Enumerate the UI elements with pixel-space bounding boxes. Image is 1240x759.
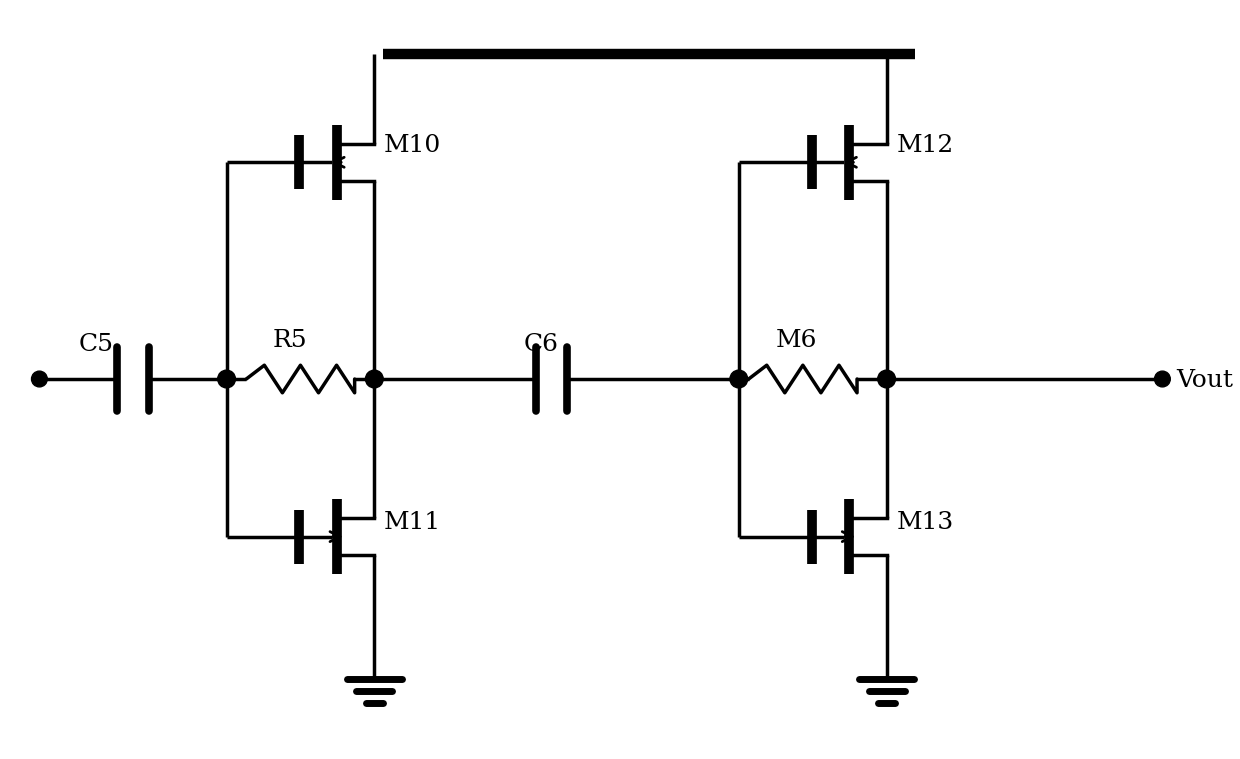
Circle shape — [730, 370, 748, 388]
Circle shape — [218, 370, 236, 388]
Circle shape — [1154, 371, 1171, 387]
Text: M13: M13 — [897, 511, 954, 534]
Text: Vout: Vout — [1177, 369, 1234, 392]
Text: M6: M6 — [775, 329, 817, 352]
Text: R5: R5 — [273, 329, 308, 352]
Circle shape — [878, 370, 895, 388]
Circle shape — [31, 371, 47, 387]
Text: C6: C6 — [525, 333, 559, 357]
Circle shape — [366, 370, 383, 388]
Text: M10: M10 — [384, 134, 441, 157]
Text: M12: M12 — [897, 134, 954, 157]
Text: C5: C5 — [79, 333, 114, 357]
Text: M11: M11 — [384, 511, 441, 534]
